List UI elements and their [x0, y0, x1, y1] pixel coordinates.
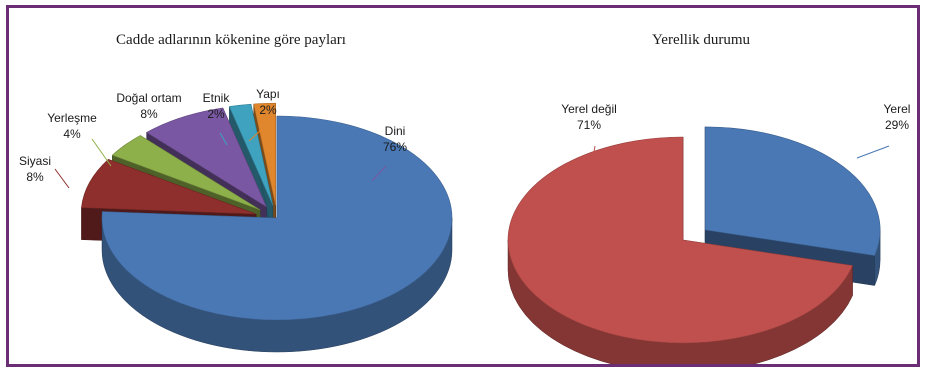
label-category: Yapı: [256, 87, 280, 101]
pie-1-slice-dini: [101, 115, 453, 321]
pie-1-label-dini: Dini 76%: [383, 124, 407, 154]
pie-2-slice-yerel: [704, 126, 881, 256]
label-value: 2%: [259, 103, 277, 117]
label-value: 76%: [383, 140, 407, 154]
pie-2-label-yerel-degil: Yerel değil 71%: [561, 102, 617, 132]
label-category: Yerel: [884, 102, 911, 116]
label-value: 8%: [140, 107, 158, 121]
pie-1-leader-etnik: [219, 132, 228, 146]
data-labels: Dini 76% Siyasi 8% Yerleşme 4% Doğal ortam 8% Et…: [19, 87, 911, 189]
pie-2: [507, 126, 881, 372]
pie-1-slice-etnik: [228, 103, 274, 206]
label-category: Etnik: [203, 91, 231, 105]
label-category: Doğal ortam: [116, 91, 181, 105]
label-category: Yerel değil: [561, 102, 617, 116]
pie-1-leader-yerlesme: [91, 138, 112, 167]
pie-1: [81, 102, 453, 353]
pie-1-label-etnik: Etnik 2%: [203, 91, 231, 121]
chart-title-2: Yerellik durumu: [652, 32, 751, 48]
pie-1-slice-dogal-ortam: [146, 107, 268, 208]
pie-1-label-yapi: Yapı 2%: [256, 87, 280, 117]
pie-1-label-yerlesme: Yerleşme 4%: [47, 111, 97, 141]
label-value: 71%: [577, 118, 601, 132]
pie-1-slice-siyasi: [81, 159, 257, 215]
chart-frame: Cadde adlarının kökenine göre payları Ye…: [6, 5, 920, 372]
pie-charts: Cadde adlarının kökenine göre payları Ye…: [19, 32, 911, 372]
pie-1-leader-yapi: [248, 129, 262, 142]
pie-1-label-siyasi: Siyasi 8%: [19, 154, 51, 184]
pie-1-leader-dini: [371, 165, 387, 182]
pie-1-label-dogal-ortam: Doğal ortam 8%: [116, 91, 181, 121]
pie-1-slice-yapi: [253, 102, 276, 206]
label-value: 29%: [885, 118, 909, 132]
pie-2-slice-yerel-degil: [507, 136, 853, 344]
pie-1-leader-dogal-ortam: [158, 132, 178, 149]
chart-title-1: Cadde adlarının kökenine göre payları: [116, 32, 346, 48]
pie-2-label-yerel: Yerel 29%: [884, 102, 911, 132]
label-value: 4%: [63, 127, 81, 141]
label-value: 2%: [207, 107, 225, 121]
label-category: Yerleşme: [47, 111, 97, 125]
pie-1-slice-yerlesme: [111, 135, 261, 211]
label-category: Siyasi: [19, 154, 51, 168]
label-value: 8%: [26, 170, 44, 184]
label-category: Dini: [385, 124, 406, 138]
pie-1-leader-siyasi: [54, 168, 70, 189]
pie-2-leader-yerel-degil: [590, 145, 596, 171]
pie-2-leader-yerel: [856, 145, 890, 159]
